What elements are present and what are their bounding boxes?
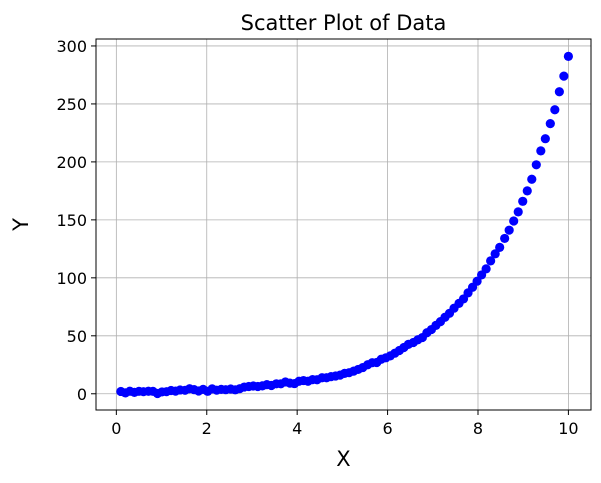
x-tick-label: 4: [292, 419, 302, 438]
data-point: [518, 196, 528, 206]
data-point: [540, 134, 550, 144]
data-point: [481, 264, 491, 274]
data-point: [545, 119, 555, 129]
x-tick-label: 10: [558, 419, 578, 438]
data-point: [563, 51, 573, 61]
data-point: [509, 216, 519, 226]
plot-frame: [95, 38, 592, 411]
y-tick-label: 200: [56, 153, 87, 172]
data-points: [116, 51, 573, 399]
y-tick-label: 50: [67, 327, 87, 346]
data-point: [527, 174, 537, 184]
y-tick-label: 300: [56, 37, 87, 56]
x-axis-title: X: [336, 447, 350, 471]
data-point: [486, 256, 496, 266]
data-point: [554, 87, 564, 97]
data-point: [522, 186, 532, 196]
y-axis-title: Y: [9, 218, 33, 232]
data-point: [531, 160, 541, 170]
y-tick-label: 100: [56, 269, 87, 288]
x-tick-label: 2: [202, 419, 212, 438]
data-point: [490, 249, 500, 259]
data-point: [513, 207, 523, 217]
grid-lines: [96, 39, 591, 410]
y-tick-label: 250: [56, 95, 87, 114]
chart-title: Scatter Plot of Data: [241, 11, 447, 35]
x-tick-label: 6: [382, 419, 392, 438]
data-point: [500, 233, 510, 244]
data-point: [536, 146, 546, 156]
y-tick-label: 0: [77, 385, 87, 404]
data-point: [550, 105, 560, 115]
data-point: [495, 242, 505, 252]
x-tick-label: 8: [473, 419, 483, 438]
data-point: [504, 225, 514, 235]
data-point: [559, 71, 569, 81]
y-tick-label: 150: [56, 211, 87, 230]
x-tick-label: 0: [111, 419, 121, 438]
